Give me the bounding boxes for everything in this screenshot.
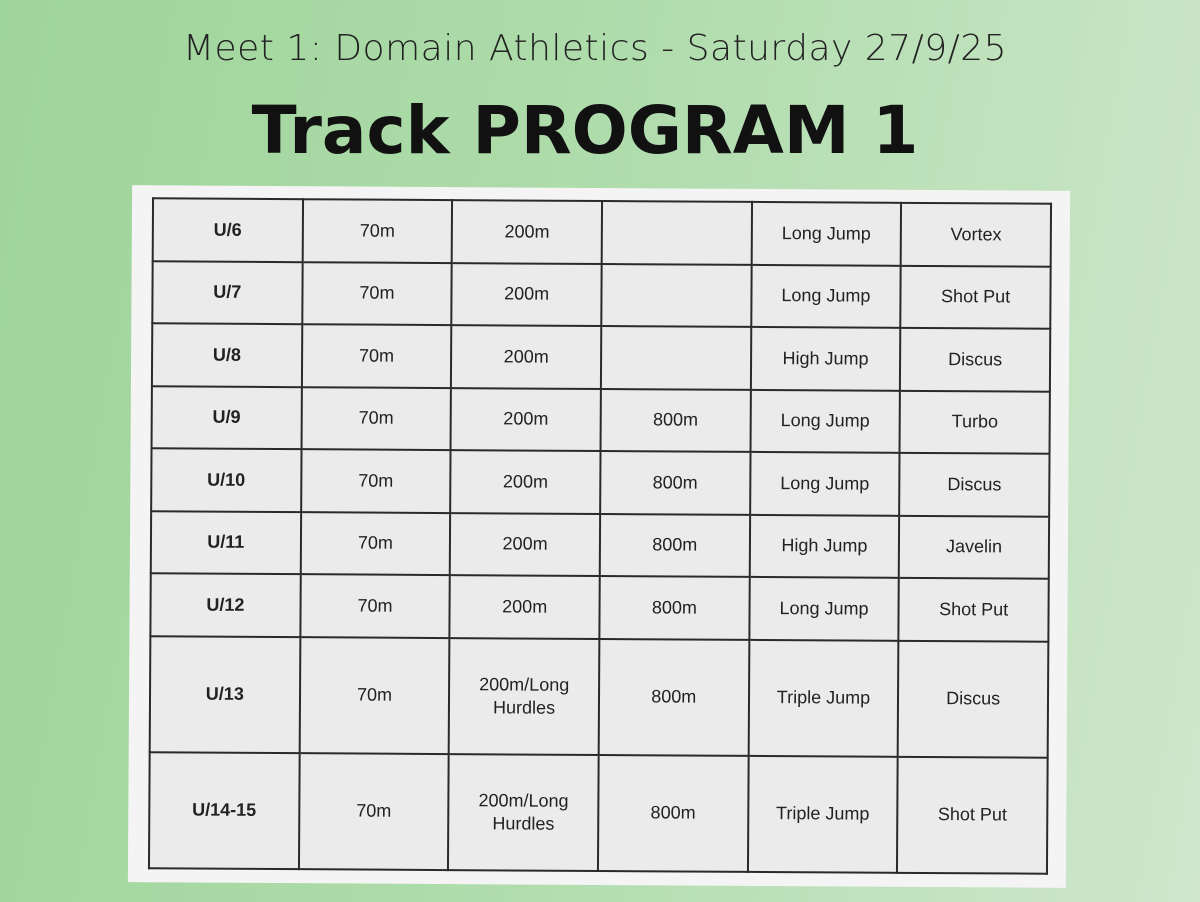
event-cell: Shot Put: [898, 578, 1049, 642]
event-cell: 70m: [301, 386, 452, 451]
event-cell: Discus: [899, 453, 1050, 517]
event-cell: 200m: [450, 512, 601, 577]
event-cell: Long Jump: [748, 577, 900, 641]
age-group-cell: U/11: [150, 511, 301, 575]
event-cell: 70m: [299, 637, 450, 755]
event-cell: 200m: [451, 325, 602, 389]
event-cell: 70m: [302, 199, 453, 263]
event-cell: 70m: [300, 511, 451, 576]
event-cell: Shot Put: [900, 265, 1051, 329]
event-cell: 70m: [301, 324, 452, 388]
event-cell: [601, 263, 752, 328]
age-group-cell: U/7: [152, 260, 303, 325]
event-cell: Long Jump: [750, 264, 901, 328]
event-cell: Long Jump: [751, 201, 902, 266]
event-cell: 800m: [599, 576, 750, 640]
table-row: U/10 70m 200m 800m Long Jump Discus: [151, 448, 1050, 517]
table-row: U/8 70m 200m High Jump Discus: [151, 323, 1051, 392]
event-cell: Shot Put: [897, 756, 1048, 874]
event-cell: 200m: [450, 450, 601, 514]
event-cell: 70m: [301, 261, 452, 326]
meet-subtitle: Meet 1: Domain Athletics - Saturday 27/9…: [182, 28, 1008, 69]
age-group-cell: U/9: [151, 385, 302, 450]
event-cell: 800m: [600, 451, 751, 515]
table-row: U/13 70m 200m/Long Hurdles 800m Triple Jump D…: [149, 636, 1049, 758]
event-cell: 200m: [449, 575, 600, 639]
page-title: Track PROGRAM 1: [251, 92, 919, 169]
event-cell: 800m: [599, 513, 750, 578]
event-cell: 800m: [598, 638, 749, 756]
event-cell: 70m: [298, 753, 449, 871]
event-cell: Long Jump: [749, 452, 900, 516]
table-row: U/9 70m 200m 800m Long Jump Turbo: [151, 385, 1050, 455]
event-cell: Turbo: [899, 390, 1050, 455]
event-cell: Triple Jump: [748, 639, 899, 757]
event-cell: High Jump: [749, 514, 900, 579]
age-group-cell: U/8: [151, 323, 302, 387]
event-cell: Discus: [900, 327, 1051, 392]
event-cell: [600, 326, 751, 390]
event-cell: Triple Jump: [747, 755, 898, 873]
event-cell: 70m: [300, 574, 451, 639]
age-group-cell: U/10: [151, 448, 302, 512]
event-cell: [601, 201, 752, 265]
table-row: U/14-15 70m 200m/Long Hurdles 800m Triple Ju…: [148, 752, 1048, 874]
age-group-cell: U/6: [152, 198, 303, 262]
event-cell: Discus: [897, 640, 1049, 758]
table-row: U/12 70m 200m 800m Long Jump Shot Put: [150, 573, 1049, 642]
event-cell: Long Jump: [750, 389, 901, 454]
event-cell: High Jump: [750, 327, 901, 391]
event-cell: Javelin: [899, 515, 1050, 580]
table-row: U/6 70m 200m Long Jump Vortex: [152, 198, 1052, 267]
event-cell: 200m/Long Hurdles: [448, 754, 599, 871]
age-group-cell: U/13: [149, 636, 301, 754]
event-cell: 800m: [600, 388, 751, 453]
event-cell: Vortex: [900, 202, 1052, 267]
event-cell: 200m/Long Hurdles: [448, 638, 600, 755]
table-row: U/11 70m 200m 800m High Jump Javelin: [150, 511, 1050, 580]
event-cell: 200m: [450, 387, 601, 452]
event-cell: 70m: [300, 449, 451, 513]
program-panel: U/6 70m 200m Long Jump Vortex U/7 70m 200m Long …: [127, 185, 1071, 888]
program-table: U/6 70m 200m Long Jump Vortex U/7 70m 200m Long …: [148, 197, 1052, 874]
event-cell: 800m: [597, 754, 749, 872]
event-cell: 200m: [451, 200, 603, 264]
table-row: U/7 70m 200m Long Jump Shot Put: [152, 260, 1051, 329]
event-cell: 200m: [451, 262, 602, 327]
age-group-cell: U/12: [150, 573, 301, 638]
age-group-cell: U/14-15: [148, 752, 300, 870]
